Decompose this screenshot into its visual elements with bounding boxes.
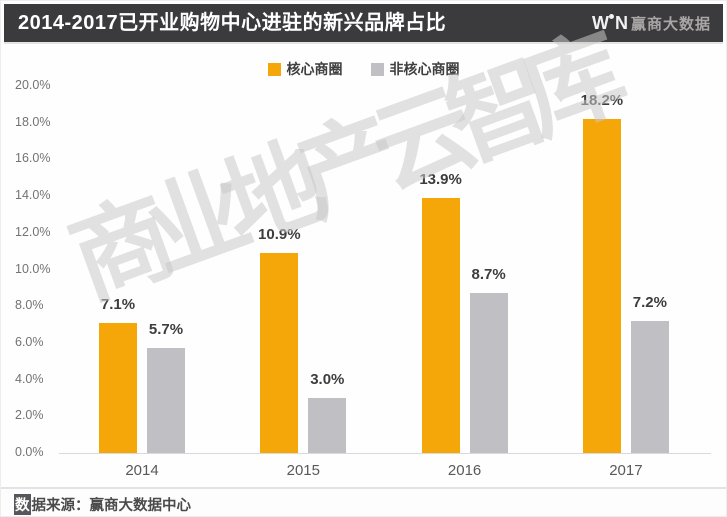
y-axis-tick: 20.0% [15, 78, 51, 92]
legend-label: 非核心商圈 [389, 61, 460, 77]
value-label-非核心商圈-2015: 3.0% [310, 370, 345, 388]
value-label-核心商圈-2016: 13.9% [419, 170, 462, 188]
source-rest-text: 据来源：赢商大数据中心 [31, 498, 192, 514]
source-footer: 数据来源：赢商大数据中心 [1, 487, 726, 516]
x-axis-category-2014: 2014 [125, 462, 159, 479]
page-title: 2014-2017已开业购物中心进驻的新兴品牌占比 [18, 12, 447, 34]
watermark-text: 商业地产云智库 [56, 21, 622, 319]
logo-letter-w: W [591, 12, 609, 33]
y-axis-tick: 12.0% [15, 224, 51, 239]
legend-item-0: 核心商圈 [267, 59, 343, 79]
bar-非核心商圈-2016 [469, 293, 508, 453]
y-axis-tick: 16.0% [15, 151, 51, 166]
value-label-核心商圈-2014: 7.1% [100, 295, 136, 313]
value-label-核心商圈-2017: 18.2% [580, 92, 624, 110]
y-axis-tick: 8.0% [15, 298, 44, 313]
bar-非核心商圈-2017 [630, 320, 669, 453]
legend-swatch-icon [370, 62, 384, 76]
value-label-非核心商圈-2017: 7.2% [632, 293, 667, 311]
logo-letter-n: N [614, 12, 628, 33]
logo-brand-text: 赢商大数据 [630, 15, 711, 33]
y-axis-tick: 0.0% [15, 445, 44, 459]
x-axis-category-2017: 2017 [609, 462, 643, 479]
value-label-非核心商圈-2014: 5.7% [148, 321, 184, 339]
bar-核心商圈-2015 [260, 252, 299, 453]
y-axis-tick: 18.0% [15, 114, 51, 129]
bar-核心商圈-2016 [421, 197, 460, 453]
value-label-非核心商圈-2016: 8.7% [471, 266, 506, 284]
x-axis-category-2016: 2016 [447, 462, 482, 479]
y-axis-tick: 4.0% [15, 371, 44, 386]
logo-dot-icon [608, 14, 614, 19]
y-axis-tick: 2.0% [15, 408, 44, 423]
x-axis-line [59, 453, 711, 454]
legend-label: 核心商圈 [286, 61, 343, 77]
bar-核心商圈-2014 [99, 322, 137, 453]
bar-核心商圈-2017 [582, 119, 621, 453]
bar-非核心商圈-2014 [147, 348, 185, 453]
legend-item-1: 非核心商圈 [370, 59, 460, 79]
y-axis-tick: 10.0% [15, 261, 51, 276]
legend-swatch-icon [267, 62, 281, 76]
source-highlight-char: 数 [14, 494, 31, 515]
y-axis-tick: 6.0% [15, 334, 44, 349]
data-source-text: 数据来源：赢商大数据中心 [14, 494, 726, 515]
bar-非核心商圈-2015 [308, 397, 347, 453]
y-axis-tick: 14.0% [15, 188, 51, 203]
value-label-核心商圈-2015: 10.9% [258, 225, 301, 243]
chart-legend: 核心商圈 非核心商圈 [1, 59, 726, 79]
x-axis-category-2015: 2015 [286, 462, 320, 479]
